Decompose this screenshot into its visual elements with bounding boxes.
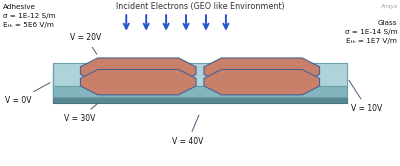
Text: Adhesive
σ = 1E-12 S/m
Eₜₕ = 5E6 V/m: Adhesive σ = 1E-12 S/m Eₜₕ = 5E6 V/m bbox=[3, 4, 55, 28]
Text: V = 10V: V = 10V bbox=[349, 80, 383, 113]
Polygon shape bbox=[204, 70, 320, 95]
Polygon shape bbox=[52, 74, 348, 97]
Polygon shape bbox=[80, 58, 196, 83]
Text: Glass
σ = 1E-14 S/m
Eₜₕ = 1E7 V/m: Glass σ = 1E-14 S/m Eₜₕ = 1E7 V/m bbox=[345, 20, 397, 44]
Text: Ansys: Ansys bbox=[380, 4, 397, 9]
Polygon shape bbox=[80, 70, 196, 95]
Text: V = 20V: V = 20V bbox=[70, 33, 102, 54]
Polygon shape bbox=[52, 63, 348, 86]
Polygon shape bbox=[204, 58, 320, 83]
Text: V = 30V: V = 30V bbox=[64, 103, 98, 123]
Polygon shape bbox=[52, 97, 348, 103]
Polygon shape bbox=[52, 86, 348, 97]
Text: V = 0V: V = 0V bbox=[5, 83, 50, 105]
Text: Incident Electrons (GEO like Environment): Incident Electrons (GEO like Environment… bbox=[116, 2, 284, 11]
Text: V = 40V: V = 40V bbox=[172, 115, 204, 146]
